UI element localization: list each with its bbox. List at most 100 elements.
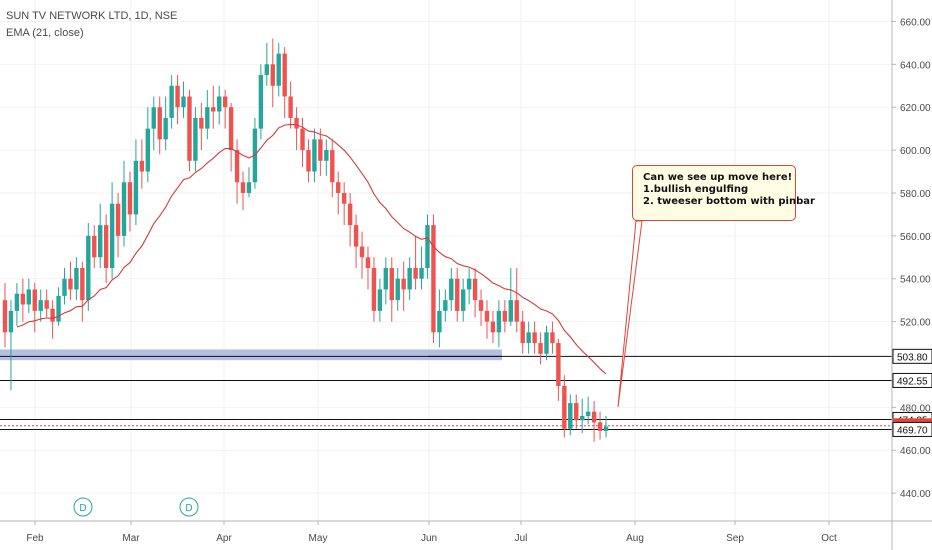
- candle-body: [318, 139, 323, 161]
- y-tick-label: 660.00: [900, 17, 931, 28]
- candle-body: [121, 182, 127, 236]
- candle-body: [383, 268, 389, 290]
- y-tick-label: 560.00: [900, 232, 931, 243]
- candle-body: [74, 268, 79, 290]
- candle-body: [264, 64, 270, 76]
- candle-body: [222, 96, 228, 108]
- candle-body: [133, 160, 139, 215]
- x-tick-label: Oct: [821, 533, 837, 544]
- candle-body: [169, 85, 174, 118]
- x-tick-label: Sep: [726, 533, 744, 544]
- candle-body: [419, 268, 424, 279]
- candle-body: [8, 310, 14, 333]
- candle-body: [407, 268, 412, 290]
- candle-body: [377, 289, 383, 311]
- candle-body: [538, 343, 543, 354]
- x-tick-label: May: [309, 533, 328, 544]
- candle-body: [413, 268, 418, 279]
- candle-body: [365, 257, 371, 269]
- y-tick-label: 600.00: [900, 146, 931, 157]
- price-tag: [892, 421, 932, 437]
- candle-body: [330, 150, 335, 183]
- y-tick-label: 460.00: [900, 446, 931, 457]
- candle-body: [181, 96, 186, 108]
- candle-body: [603, 426, 609, 431]
- candle-body: [187, 96, 192, 161]
- candle-body: [193, 117, 198, 161]
- candle-body: [389, 268, 394, 301]
- dividend-marker-label: D: [185, 503, 192, 514]
- candle-body: [234, 150, 240, 183]
- x-tick-label: Aug: [626, 533, 644, 544]
- candle-body: [371, 268, 377, 311]
- candle-body: [585, 411, 591, 416]
- candle-body: [591, 411, 597, 423]
- demand-zone: [0, 349, 502, 361]
- y-tick-label: 540.00: [900, 275, 931, 286]
- candle-body: [199, 117, 204, 129]
- candle-body: [240, 182, 246, 193]
- annotation-callout: Can we see up move here! 1.bullish engul…: [632, 165, 815, 221]
- candle-body: [115, 203, 121, 236]
- candle-body: [597, 422, 603, 431]
- candle-body: [56, 295, 61, 322]
- candle-body: [103, 225, 109, 269]
- price-tag-label: 492.55: [897, 376, 928, 387]
- candle-body: [472, 278, 478, 301]
- candle-body: [145, 128, 151, 172]
- candle-body: [490, 321, 496, 333]
- candle-body: [270, 64, 275, 86]
- price-tag-label: 503.80: [897, 352, 928, 363]
- candle-body: [2, 300, 8, 333]
- dividend-marker-label: D: [79, 503, 86, 514]
- candle-body: [431, 225, 436, 333]
- candle-body: [217, 96, 222, 112]
- candle-body: [395, 278, 400, 301]
- y-tick-label: 580.00: [900, 189, 931, 200]
- candle-body: [68, 278, 73, 290]
- candle-body: [300, 128, 305, 151]
- candle-body: [455, 278, 460, 311]
- annotation-line-3: 2. tweeser bottom with pinbar: [643, 196, 815, 207]
- candle-body: [175, 85, 180, 108]
- candle-body: [228, 107, 234, 151]
- candle-body: [574, 403, 579, 421]
- candle-body: [258, 75, 264, 129]
- candle-body: [205, 107, 210, 129]
- candle-body: [526, 332, 531, 344]
- candle-body: [276, 53, 281, 86]
- candle-body: [544, 332, 549, 354]
- candle-body: [460, 289, 466, 311]
- y-tick-label: 520.00: [900, 318, 931, 329]
- candle-body: [98, 225, 103, 258]
- candle-body: [151, 107, 156, 129]
- price-tag-label: 469.70: [897, 425, 928, 436]
- candle-body: [353, 225, 359, 247]
- candle-body: [449, 278, 454, 301]
- price-tag: [892, 372, 932, 388]
- candle-body: [425, 225, 430, 269]
- candle-body: [556, 343, 561, 386]
- candle-body: [508, 300, 513, 322]
- candle-body: [26, 289, 32, 305]
- candle-body: [282, 53, 287, 97]
- indicator-title: EMA (21, close): [6, 27, 84, 39]
- candle-body: [324, 150, 329, 161]
- dividend-marker: [73, 497, 93, 517]
- candle-body: [163, 117, 168, 140]
- ema-line: [16, 123, 607, 375]
- annotation-line-2: 1.bullish engulfing: [643, 184, 749, 195]
- candle-body: [359, 246, 365, 258]
- y-tick-label: 480.00: [900, 403, 931, 414]
- candle-body: [443, 300, 448, 311]
- candle-body: [401, 278, 406, 290]
- x-tick-label: Mar: [122, 533, 140, 544]
- candle-body: [92, 235, 97, 258]
- candle-body: [288, 96, 293, 118]
- candle-body: [496, 310, 502, 333]
- candle-body: [562, 385, 567, 429]
- candle-body: [312, 139, 317, 172]
- candle-body: [520, 321, 525, 344]
- candle-body: [568, 403, 573, 429]
